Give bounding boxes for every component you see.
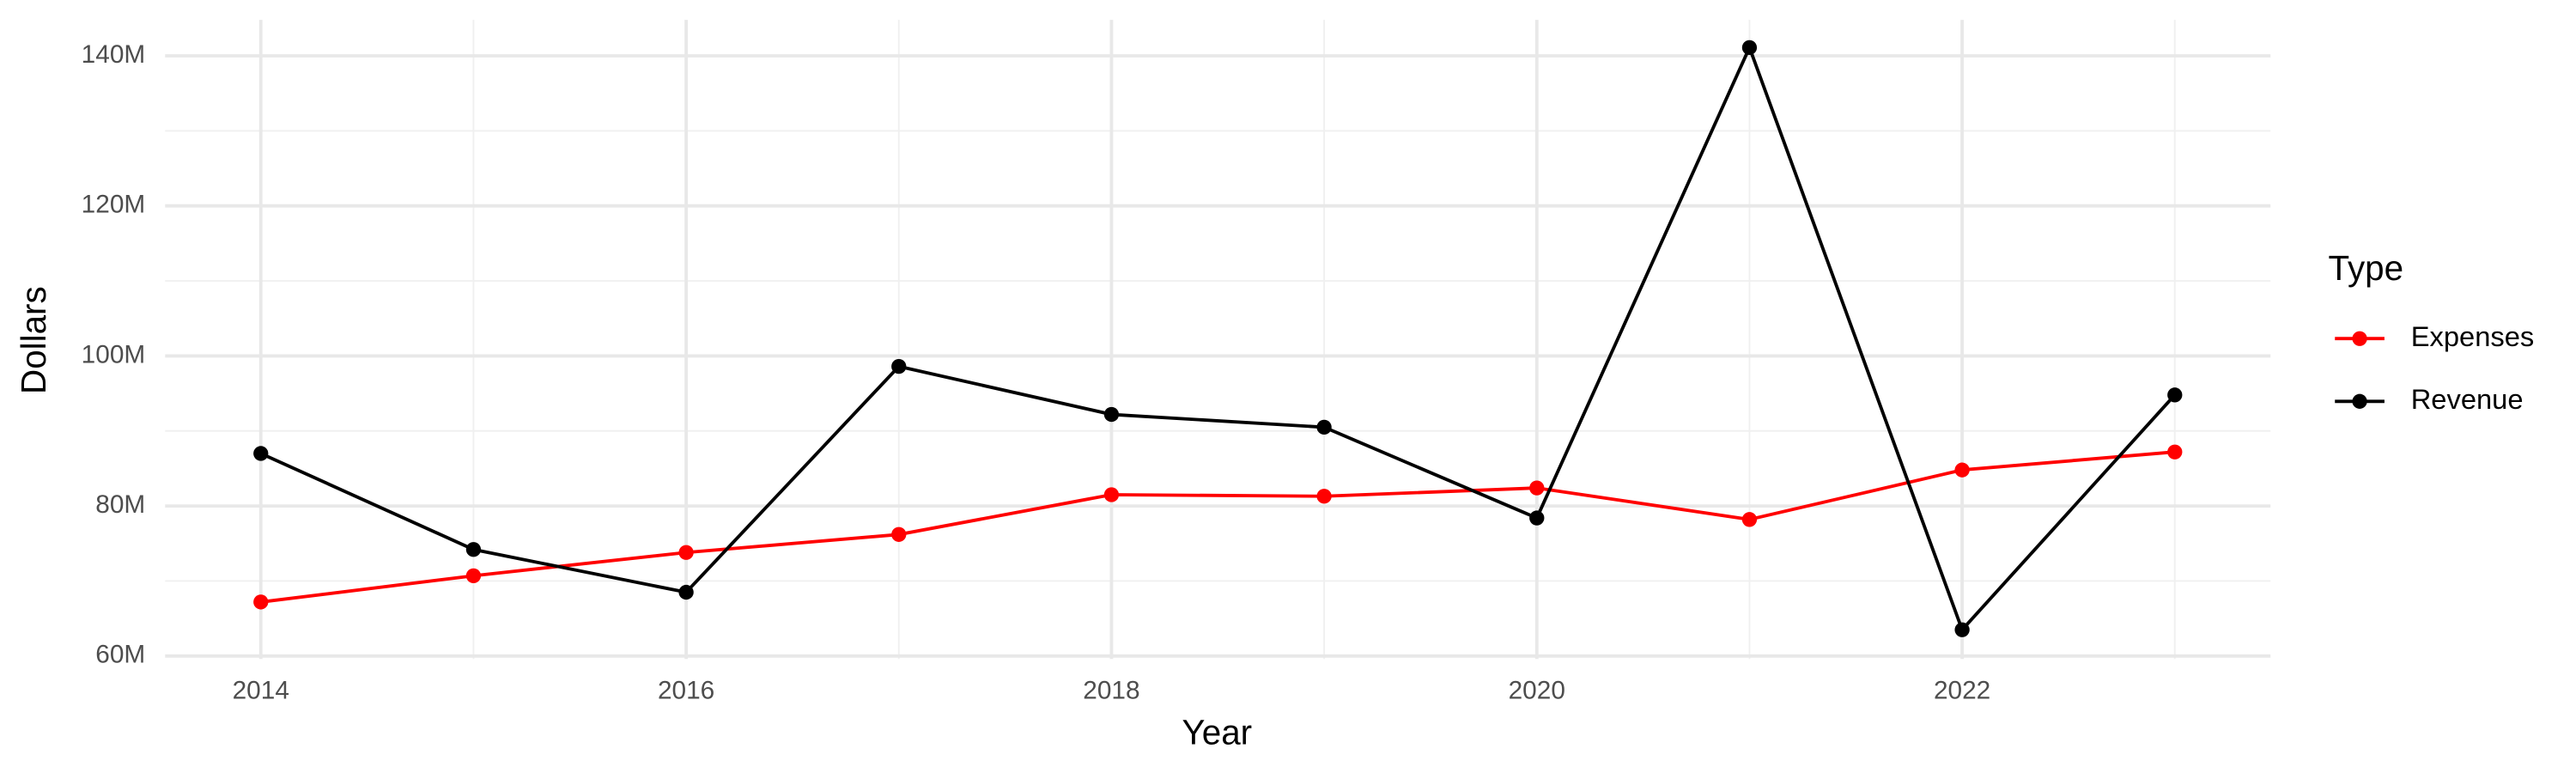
- data-point: [1316, 489, 1332, 504]
- data-point: [1103, 406, 1120, 423]
- data-point: [1529, 480, 1545, 496]
- data-point: [1316, 419, 1332, 435]
- y-tick-label: 80M: [95, 490, 145, 519]
- data-point: [253, 446, 269, 461]
- y-tick-label: 60M: [95, 641, 145, 669]
- data-point: [1954, 622, 1970, 637]
- x-tick-label: 2020: [1509, 677, 1565, 705]
- data-point: [891, 526, 907, 542]
- x-tick-label: 2018: [1083, 677, 1139, 705]
- data-point: [1954, 462, 1970, 478]
- data-point: [1741, 512, 1758, 527]
- data-point: [1741, 40, 1758, 56]
- x-tick-label: 2016: [658, 677, 714, 705]
- legend-key: [2352, 331, 2367, 346]
- legend-key: [2352, 393, 2367, 409]
- series-line: [259, 43, 2177, 633]
- x-tick-label: 2022: [1934, 677, 1990, 705]
- legend-label: Expenses: [2411, 320, 2535, 352]
- data-point: [465, 568, 482, 584]
- data-point: [465, 542, 482, 557]
- y-tick-label: 140M: [82, 40, 146, 69]
- data-point: [678, 584, 694, 600]
- x-tick-label: 2014: [233, 677, 289, 705]
- data-point: [2167, 444, 2183, 460]
- data-point: [1103, 487, 1120, 502]
- x-axis-title: Year: [1182, 712, 1253, 752]
- y-axis-title: Dollars: [14, 286, 53, 394]
- data-point: [253, 594, 269, 610]
- legend-label: Revenue: [2411, 383, 2524, 415]
- y-tick-label: 100M: [82, 340, 146, 368]
- data-point: [1529, 510, 1545, 526]
- data-point: [2167, 387, 2183, 403]
- data-point: [891, 358, 907, 374]
- series-line: [260, 450, 2175, 604]
- y-tick-label: 120M: [82, 191, 146, 219]
- legend-title: Type: [2329, 248, 2404, 288]
- data-point: [678, 545, 694, 560]
